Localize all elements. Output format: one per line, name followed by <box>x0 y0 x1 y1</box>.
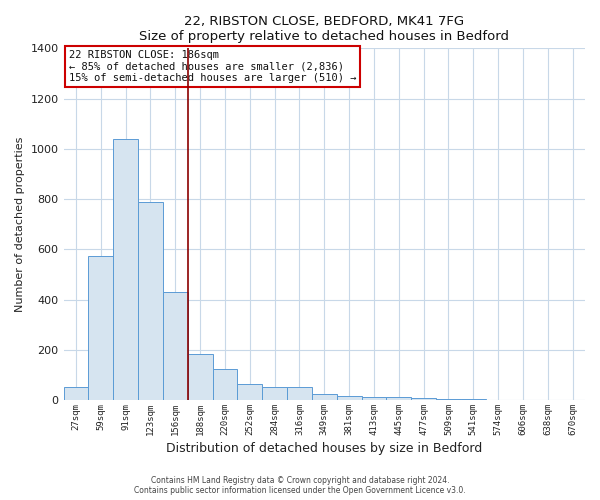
Bar <box>64 388 88 400</box>
X-axis label: Distribution of detached houses by size in Bedford: Distribution of detached houses by size … <box>166 442 482 455</box>
Bar <box>436 399 461 400</box>
Y-axis label: Number of detached properties: Number of detached properties <box>15 136 25 312</box>
Bar <box>287 388 312 400</box>
Bar <box>362 396 386 400</box>
Bar <box>238 384 262 400</box>
Bar <box>88 256 113 400</box>
Bar <box>337 396 362 400</box>
Bar <box>163 292 188 400</box>
Bar <box>262 388 287 400</box>
Text: Contains HM Land Registry data © Crown copyright and database right 2024.
Contai: Contains HM Land Registry data © Crown c… <box>134 476 466 495</box>
Text: 22 RIBSTON CLOSE: 186sqm
← 85% of detached houses are smaller (2,836)
15% of sem: 22 RIBSTON CLOSE: 186sqm ← 85% of detach… <box>69 50 356 84</box>
Bar <box>212 368 238 400</box>
Bar <box>386 397 411 400</box>
Bar <box>312 394 337 400</box>
Bar <box>188 354 212 400</box>
Bar <box>113 139 138 400</box>
Title: 22, RIBSTON CLOSE, BEDFORD, MK41 7FG
Size of property relative to detached house: 22, RIBSTON CLOSE, BEDFORD, MK41 7FG Siz… <box>139 15 509 43</box>
Bar <box>138 202 163 400</box>
Bar <box>461 399 485 400</box>
Bar <box>411 398 436 400</box>
